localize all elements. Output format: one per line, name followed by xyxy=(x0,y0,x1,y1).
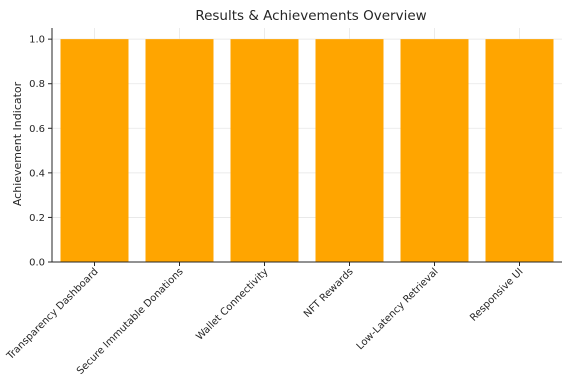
x-tick-label: Responsive UI xyxy=(468,266,525,323)
y-axis-label: Achievement Indicator xyxy=(11,81,24,206)
chart-title: Results & Achievements Overview xyxy=(195,8,426,24)
bar xyxy=(230,39,299,263)
y-tick-label: 0.6 xyxy=(29,124,45,135)
y-tick-label: 0.8 xyxy=(29,79,45,90)
x-tick-label: Low-Latency Retrieval xyxy=(355,266,441,352)
bars-layer xyxy=(60,39,554,263)
axes-layer xyxy=(51,28,562,263)
x-tick-label: NFT Rewards xyxy=(302,266,356,320)
bar xyxy=(315,39,384,263)
bar xyxy=(145,39,214,263)
x-tick-label: Wallet Connectivity xyxy=(194,266,270,342)
bar xyxy=(485,39,554,263)
y-tick-label: 0.0 xyxy=(29,258,45,269)
x-tick-label: Transparency Dashboard xyxy=(4,266,100,362)
y-tick-label: 0.4 xyxy=(29,168,45,179)
bar xyxy=(400,39,469,263)
y-tick-label: 0.2 xyxy=(29,213,45,224)
y-ticks: 0.0 0.2 0.4 0.6 0.8 1.0 xyxy=(29,35,52,269)
y-tick-label: 1.0 xyxy=(29,35,45,46)
bar xyxy=(60,39,129,263)
